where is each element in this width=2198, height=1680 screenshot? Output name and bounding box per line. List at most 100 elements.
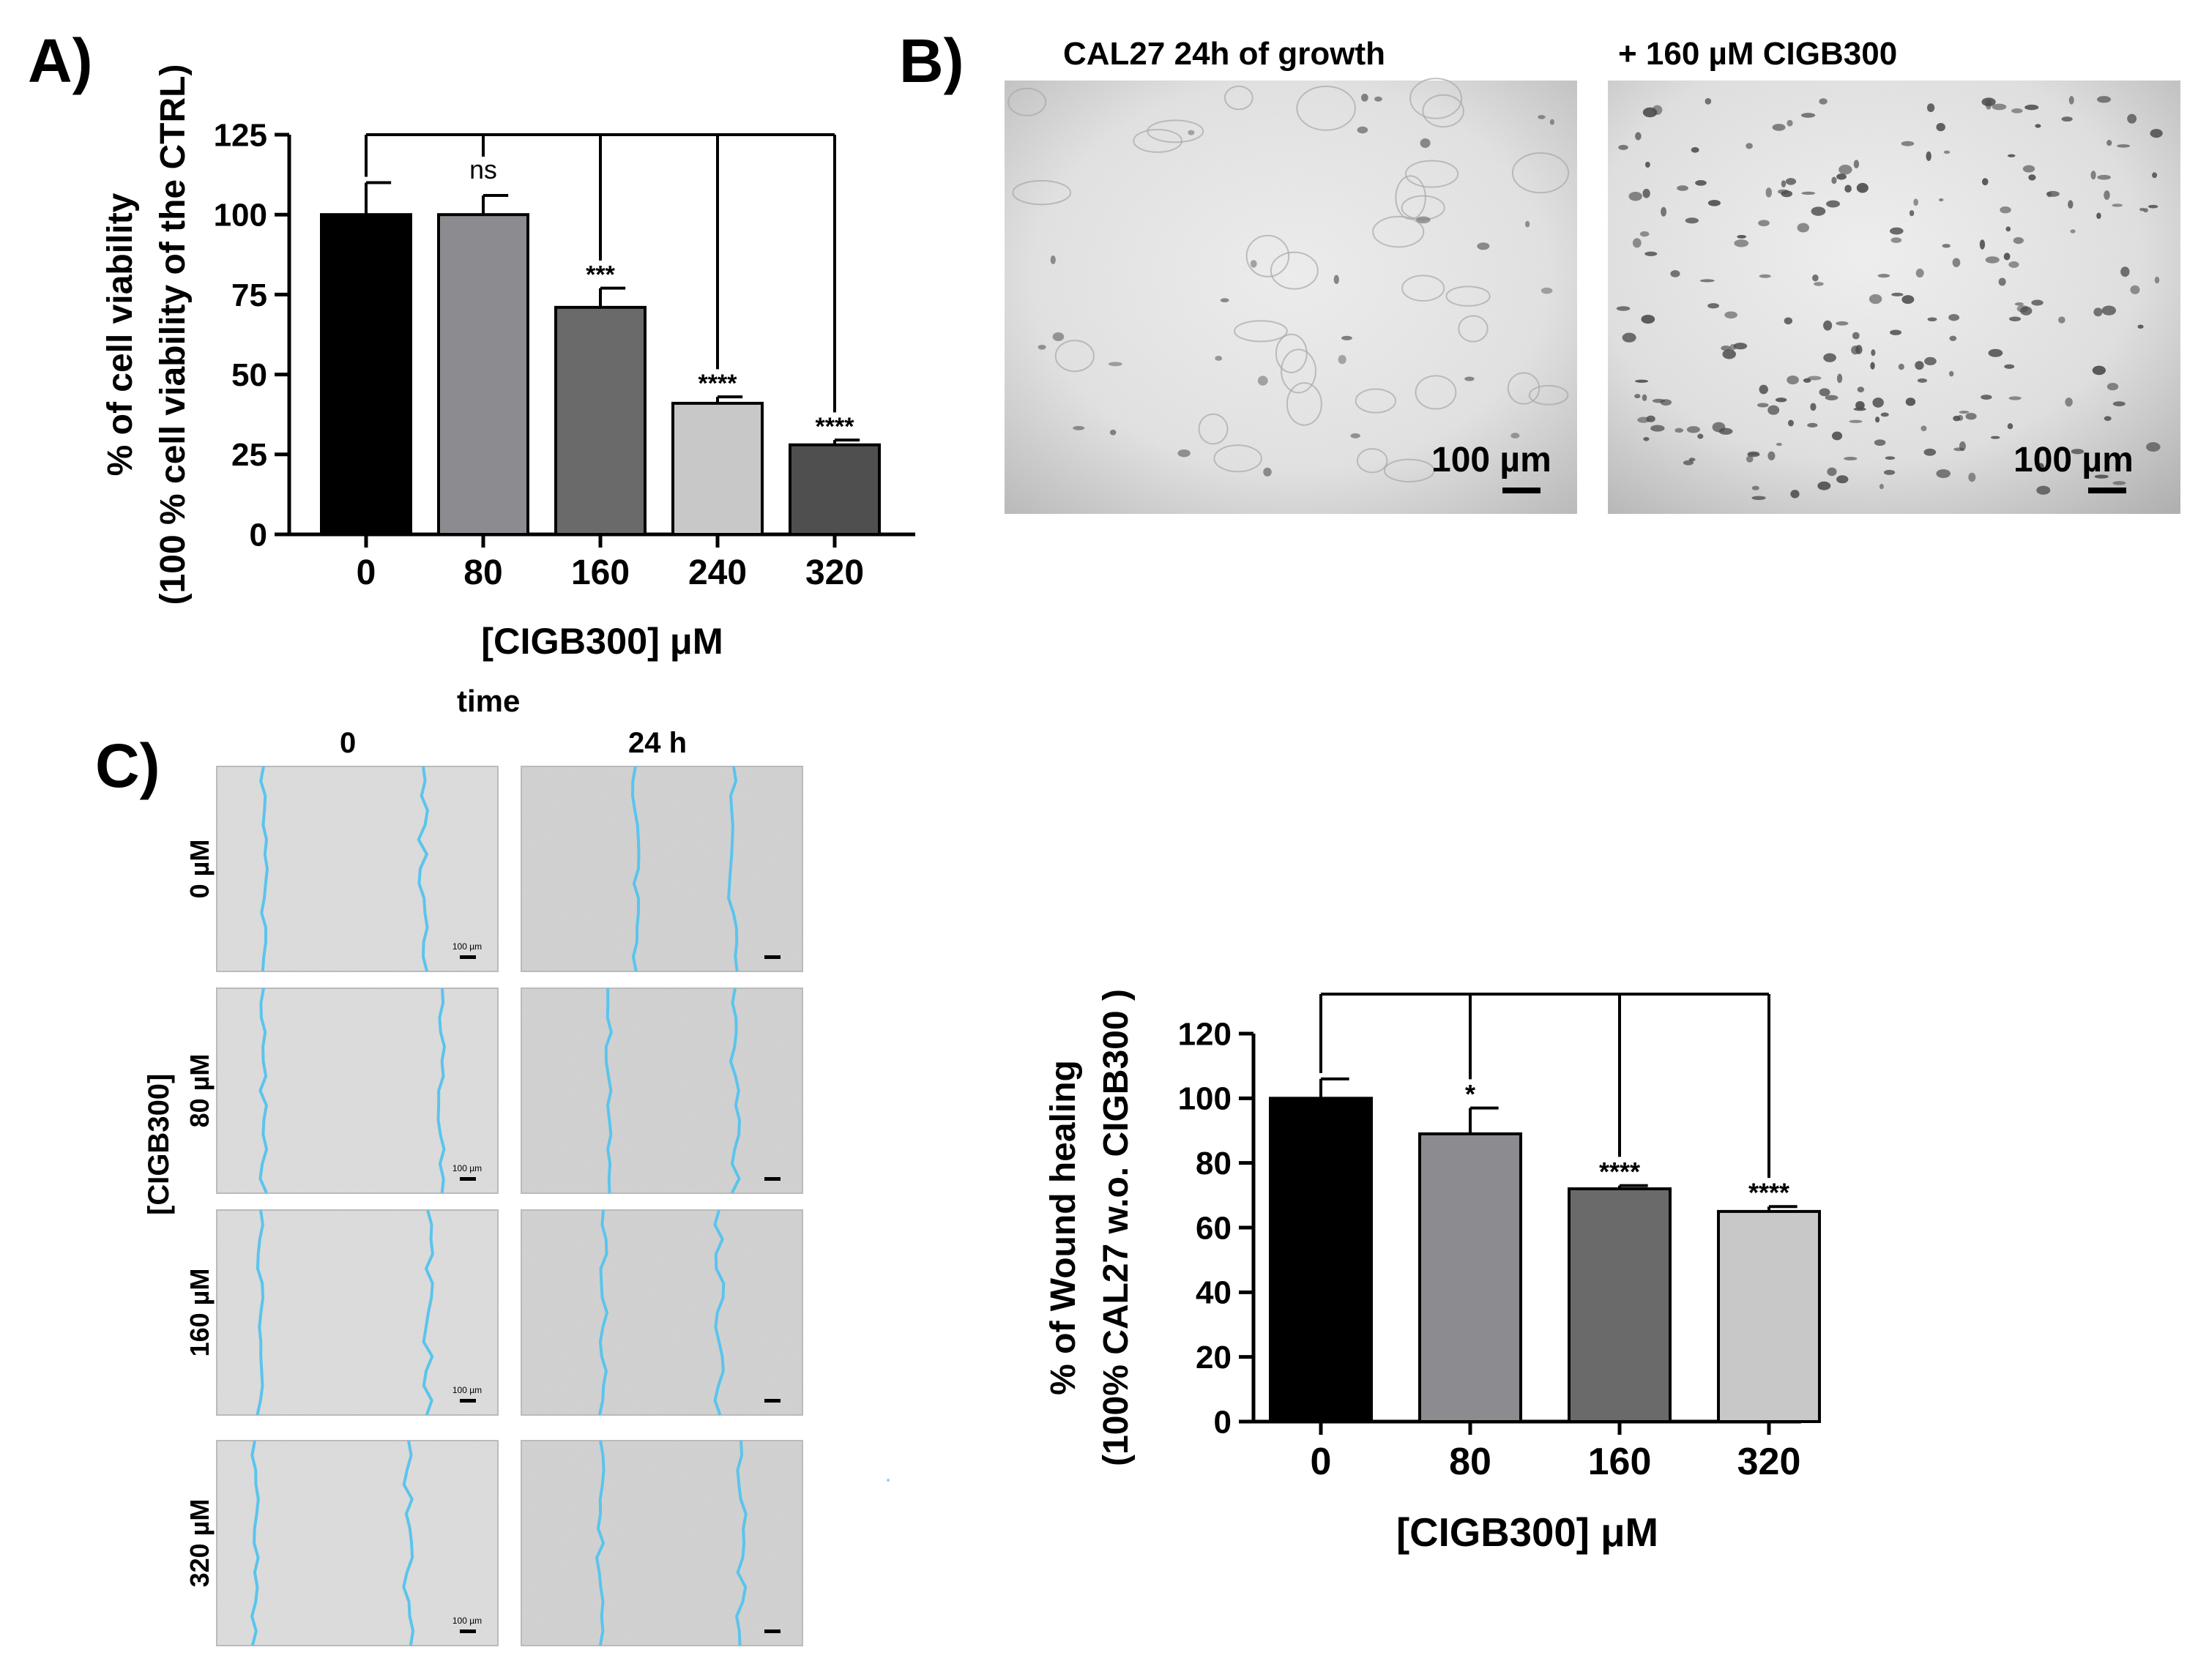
- cell: [1790, 490, 1800, 499]
- cell: [1445, 285, 1491, 307]
- cell: [2005, 226, 2011, 232]
- group-label: [CIGB300]: [143, 1074, 175, 1215]
- wound-y-tick-label: 0: [1214, 1404, 1232, 1440]
- wound-scale-bar: [764, 955, 781, 959]
- cell: [1637, 417, 1650, 423]
- wound-scale-bar: [460, 1399, 476, 1403]
- wound-image-texture: [521, 1441, 802, 1646]
- wound-bar: [1568, 1187, 1672, 1423]
- cell: [1052, 332, 1065, 341]
- cell: [2070, 229, 2076, 234]
- cell: [1644, 161, 1650, 168]
- cell: [1781, 180, 1787, 188]
- cell: [2106, 382, 2119, 391]
- cell: [1644, 251, 1658, 256]
- cell: [1683, 460, 1694, 466]
- cell: [2150, 129, 2163, 138]
- cell: [1759, 384, 1768, 395]
- cell: [2031, 299, 2044, 306]
- cell: [1746, 455, 1754, 463]
- wound-x-tick-label: 80: [1449, 1441, 1491, 1483]
- viability-x-tick-label: 80: [463, 553, 502, 592]
- viability-bar: [671, 401, 764, 536]
- wound-sig-label: ****: [1599, 1157, 1640, 1187]
- cell: [1812, 274, 1819, 282]
- cell: [1635, 379, 1649, 383]
- viability-sig-label: ns: [469, 155, 497, 184]
- viability-sig-label: ****: [816, 413, 855, 441]
- cell: [2127, 113, 2137, 124]
- cell: [1927, 317, 1937, 322]
- cell: [1772, 124, 1786, 131]
- micrograph-panel-b: CAL27 24h of growth + 160 µM CIGB300 100…: [1005, 36, 2180, 514]
- cell: [2148, 204, 2158, 209]
- cell: [1037, 344, 1046, 350]
- cell: [1853, 160, 1860, 168]
- wound-y-axis-label-2: (100% CAL27 w.o. CIGB300 ): [1097, 989, 1136, 1466]
- cell: [1988, 348, 2003, 357]
- cell: [1784, 317, 1793, 325]
- cell: [1924, 356, 1937, 366]
- cell: [1073, 425, 1085, 430]
- cell: [1968, 472, 1976, 482]
- cell: [1874, 439, 1886, 447]
- cell: [1775, 397, 1787, 403]
- cell: [1541, 287, 1553, 294]
- cell: [1618, 144, 1628, 150]
- cell: [1109, 429, 1117, 436]
- wound-edge-left: [259, 766, 269, 972]
- cell: [1685, 217, 1699, 224]
- wound-scale-bar: [764, 1629, 781, 1633]
- cell: [1936, 123, 1945, 132]
- scale-label-left: 100 µm: [1431, 441, 1551, 479]
- cell: [1852, 332, 1860, 340]
- cell: [2028, 174, 2036, 181]
- cell: [1528, 384, 1569, 406]
- cell: [1981, 395, 1992, 400]
- cell: [1688, 458, 1696, 462]
- cell: [1819, 388, 1830, 397]
- viability-y-axis-label: % of cell viability: [101, 193, 140, 476]
- cell: [1926, 103, 1935, 113]
- cell: [1751, 485, 1759, 490]
- cell: [1215, 356, 1223, 361]
- wound-x-tick-label: 320: [1737, 1441, 1801, 1483]
- wound-image-texture: [217, 766, 498, 971]
- cell: [1635, 132, 1642, 141]
- wound-image-texture: [521, 988, 802, 1193]
- panel-label-b: B): [899, 26, 964, 95]
- wound-scale-bar: [460, 1629, 476, 1633]
- viability-x-axis-label: [CIGB300] μM: [481, 620, 723, 662]
- cell: [1936, 469, 1951, 479]
- cell: [1765, 187, 1773, 198]
- cell: [2112, 401, 2126, 407]
- wound-y-tick-label: 80: [1196, 1146, 1232, 1181]
- cell: [1915, 361, 1924, 370]
- cell: [2008, 316, 2022, 321]
- cell: [1949, 335, 1957, 341]
- cell: [1372, 215, 1425, 248]
- wound-scale-bar: [460, 955, 476, 959]
- micrograph-left-title: CAL27 24h of growth: [1063, 36, 1385, 72]
- cell: [1691, 147, 1699, 153]
- cell: [1849, 419, 1863, 423]
- wound-y-tick-label: 120: [1178, 1016, 1232, 1052]
- cell: [1926, 151, 1931, 161]
- viability-y-tick-label: 100: [214, 198, 267, 234]
- viability-y-tick-label: 50: [231, 357, 267, 393]
- cell: [2035, 124, 2041, 128]
- cell: [1734, 239, 1749, 247]
- wound-edge-left: [258, 988, 269, 1194]
- cell: [1674, 428, 1683, 433]
- cell: [1263, 467, 1272, 477]
- cell: [1787, 376, 1799, 385]
- cell: [2068, 96, 2074, 105]
- cell: [1823, 320, 1833, 331]
- cell: [1707, 303, 1720, 309]
- cell: [1831, 431, 1843, 441]
- cell: [1890, 237, 1902, 243]
- cell: [1270, 251, 1319, 290]
- cell: [1811, 206, 1826, 216]
- cell: [1245, 234, 1290, 277]
